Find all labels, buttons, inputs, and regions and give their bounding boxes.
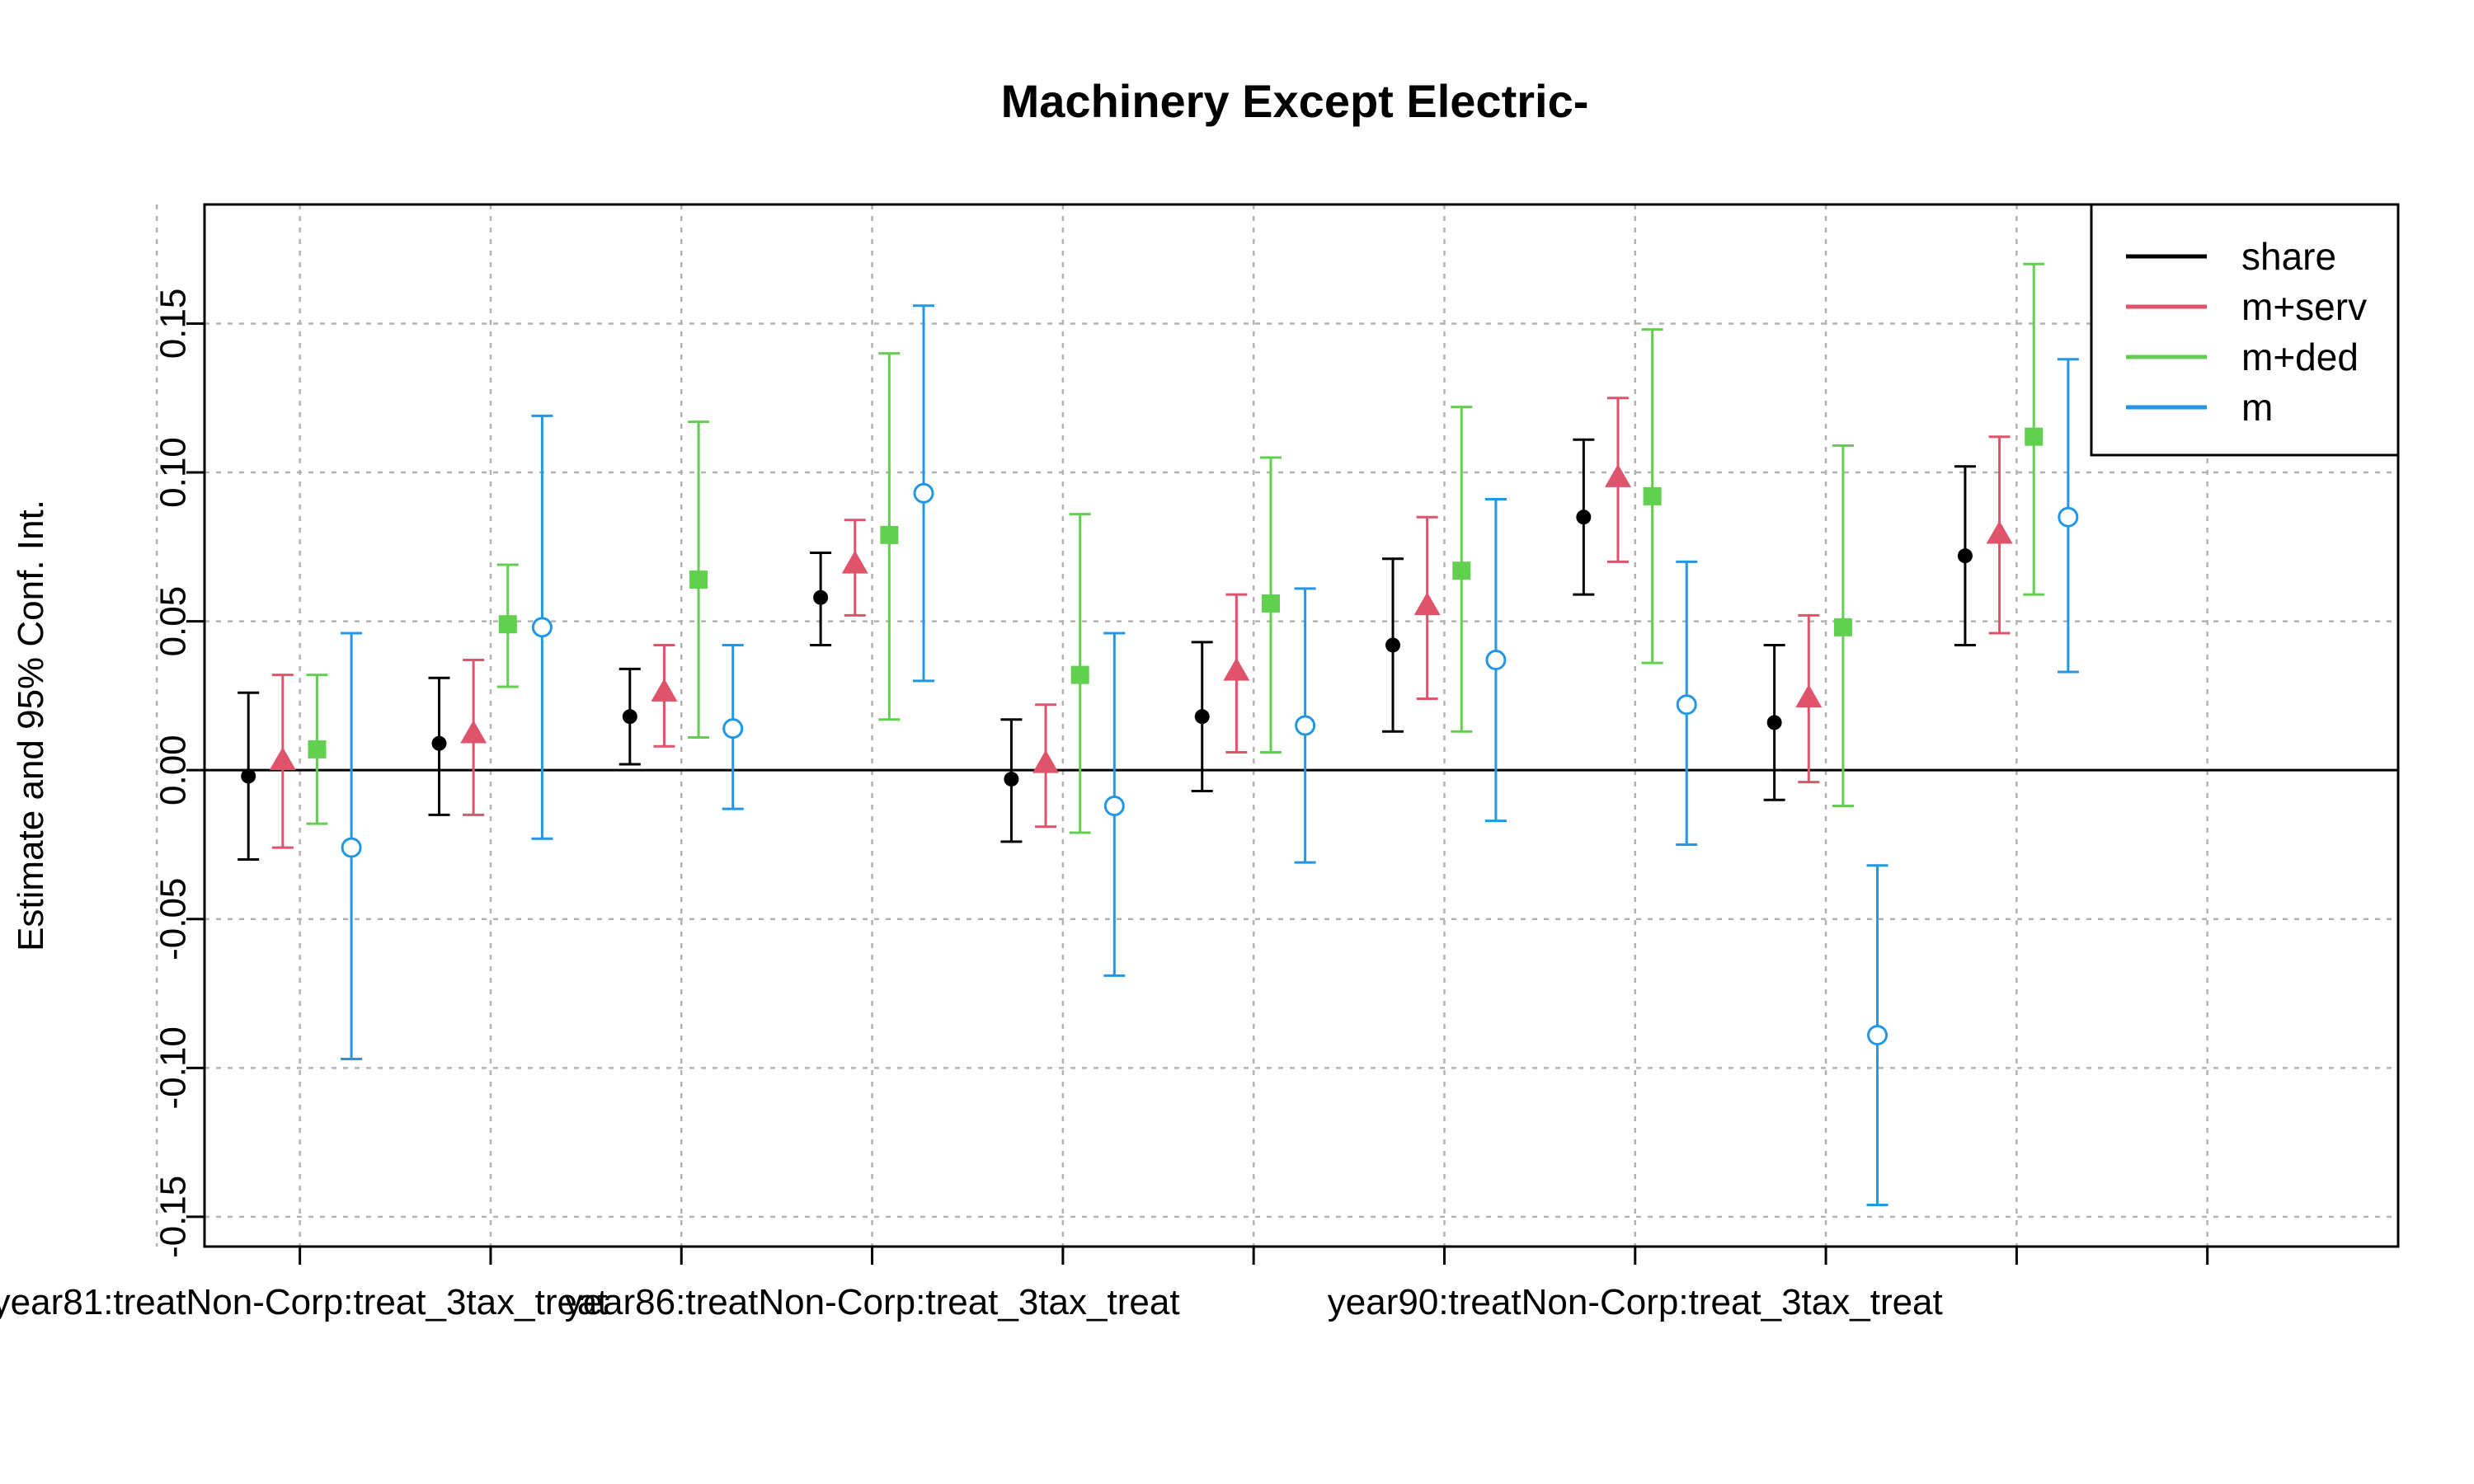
y-tick-label: 0.00	[153, 735, 194, 805]
estimate-point	[813, 589, 829, 605]
x-tick-label: year90:treatNon-Corp:treat_3tax_treat	[1328, 1282, 1943, 1322]
estimate-point	[913, 482, 934, 504]
series-m-serv	[269, 397, 2013, 849]
legend-box	[2090, 203, 2400, 457]
estimate-point	[1413, 592, 1441, 616]
grid-lines	[155, 204, 2398, 1247]
estimate-point	[1070, 665, 1089, 684]
y-axis-label: Estimate and 95% Conf. Int.	[11, 500, 51, 951]
estimate-point	[1485, 650, 1507, 671]
y-axis: -0.15 -0.10 -0.05 0.00 0.05 0.10 0.15	[153, 289, 206, 1258]
chart-title: Machinery Except Electric-	[1001, 75, 1589, 127]
series-share	[238, 438, 1976, 862]
estimate-point	[1604, 463, 1631, 487]
estimate-point	[1867, 1025, 1888, 1046]
legend-entry: m+serv	[2241, 285, 2367, 328]
error-bars	[238, 262, 2079, 1206]
estimate-point	[1676, 694, 1697, 716]
estimate-point	[1032, 749, 1060, 773]
legend-entry: m+ded	[2241, 336, 2359, 378]
estimate-point	[1385, 637, 1401, 653]
series-m	[341, 304, 2079, 1206]
legend-entry: share	[2241, 235, 2336, 278]
estimate-point	[2025, 427, 2044, 446]
estimate-point	[341, 837, 362, 858]
estimate-point	[431, 735, 447, 751]
estimate-point	[841, 550, 868, 574]
estimate-point	[1766, 715, 1782, 730]
estimate-point	[1103, 796, 1125, 817]
y-tick-label: -0.15	[153, 1176, 194, 1258]
estimate-point	[689, 571, 708, 589]
y-tick-label: 0.15	[153, 289, 194, 359]
y-tick-label: -0.10	[153, 1026, 194, 1109]
estimate-point	[498, 615, 517, 634]
estimate-point	[2058, 506, 2079, 528]
estimate-point	[880, 525, 899, 544]
estimate-point	[1833, 618, 1852, 636]
estimate-point	[1795, 684, 1823, 708]
estimate-point	[1261, 594, 1280, 613]
y-tick-label: 0.10	[153, 437, 194, 508]
estimate-point	[460, 720, 487, 744]
estimate-point	[1986, 520, 2013, 544]
estimate-point	[651, 678, 678, 702]
estimate-point	[1295, 715, 1316, 736]
legend-entry: m	[2241, 386, 2273, 429]
estimate-point	[622, 709, 637, 725]
y-tick-label: 0.05	[153, 586, 194, 657]
estimate-point	[1576, 510, 1592, 525]
estimate-point	[308, 740, 327, 758]
estimate-point	[1004, 772, 1019, 787]
estimate-point	[1223, 657, 1250, 681]
estimate-point	[1643, 486, 1662, 505]
x-tick-label: year81:treatNon-Corp:treat_3tax_treat	[0, 1282, 608, 1322]
estimate-point	[531, 617, 553, 638]
estimate-point	[1194, 709, 1210, 725]
estimate-point	[1957, 548, 1973, 564]
series-m-ded	[306, 262, 2045, 834]
estimate-point	[722, 718, 744, 740]
estimate-point	[1452, 561, 1471, 580]
y-tick-label: -0.05	[153, 878, 194, 960]
legend: share m+serv m+ded m	[2090, 203, 2400, 457]
x-tick-label: year86:treatNon-Corp:treat_3tax_treat	[565, 1282, 1180, 1322]
x-axis: year81:treatNon-Corp:treat_3tax_treatyea…	[0, 1245, 2209, 1322]
estimate-point	[241, 768, 256, 784]
estimate-point	[269, 746, 296, 770]
